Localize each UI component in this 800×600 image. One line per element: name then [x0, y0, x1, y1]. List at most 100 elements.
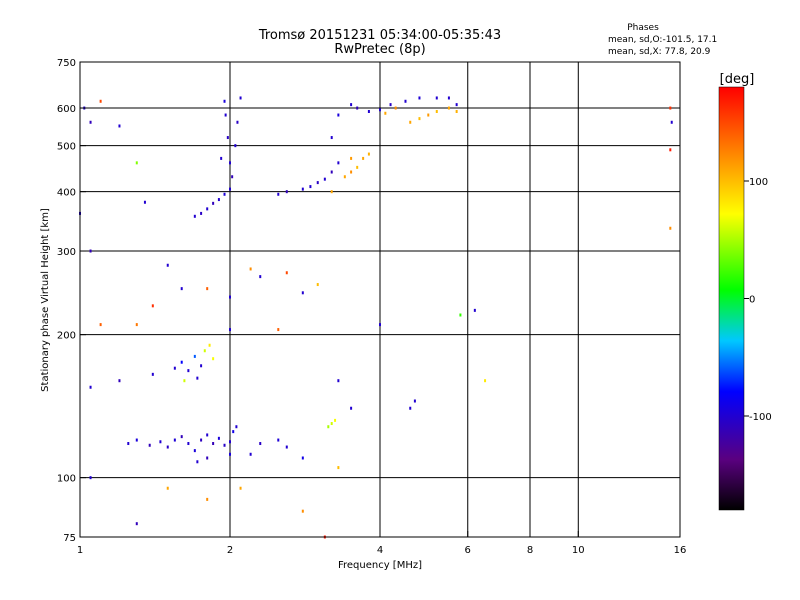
data-point	[334, 418, 337, 422]
data-point	[135, 438, 138, 442]
plot-grid	[80, 62, 680, 537]
data-point	[435, 96, 438, 100]
data-point	[135, 323, 138, 327]
y-tick-label: 100	[57, 474, 76, 485]
data-point	[180, 435, 183, 439]
data-point	[89, 476, 92, 480]
data-point	[166, 445, 169, 449]
colorbar-tick-label: 100	[749, 177, 768, 188]
x-tick-label: 4	[377, 545, 383, 556]
data-point	[337, 466, 340, 470]
data-point	[277, 192, 280, 196]
data-point	[301, 456, 304, 460]
x-tick-label: 8	[527, 545, 533, 556]
data-point	[206, 433, 209, 437]
data-point	[180, 360, 183, 364]
colorbar-label: [deg]	[720, 72, 755, 87]
data-point	[389, 103, 392, 107]
data-point	[350, 170, 353, 174]
data-point	[206, 287, 209, 291]
data-point	[206, 207, 209, 211]
data-point	[249, 267, 252, 271]
data-point	[670, 120, 673, 124]
data-point	[200, 438, 203, 442]
data-point	[229, 440, 231, 444]
colorbar-tick-label: 0	[749, 295, 755, 306]
data-point	[379, 323, 381, 327]
data-point	[330, 170, 333, 174]
data-point	[367, 109, 370, 113]
data-point	[484, 379, 487, 383]
data-point	[337, 379, 340, 383]
y-tick-label: 75	[63, 533, 76, 544]
data-point	[239, 486, 242, 490]
data-point	[669, 226, 672, 230]
data-point	[196, 376, 199, 380]
y-tick-label: 300	[57, 247, 76, 258]
data-point	[220, 156, 223, 160]
data-point	[193, 354, 196, 358]
data-point	[143, 200, 146, 204]
data-point	[118, 124, 121, 128]
data-point	[236, 120, 239, 124]
data-point	[229, 452, 231, 456]
data-point	[459, 313, 462, 317]
data-point	[277, 328, 280, 332]
data-point	[232, 430, 235, 434]
data-point	[118, 379, 121, 383]
data-point	[350, 156, 353, 160]
data-point	[229, 187, 231, 191]
data-point	[413, 399, 416, 403]
data-point	[231, 175, 234, 179]
data-point	[226, 136, 229, 140]
y-tick-label: 400	[57, 188, 76, 199]
data-point	[193, 214, 196, 218]
x-tick-label: 16	[674, 545, 687, 556]
data-point	[187, 369, 190, 373]
data-point	[193, 449, 196, 453]
data-point	[356, 106, 359, 110]
data-point	[208, 343, 211, 347]
data-point	[455, 109, 458, 113]
data-point	[212, 442, 215, 446]
data-point	[337, 113, 340, 117]
data-point	[404, 99, 407, 103]
y-tick-label: 200	[57, 331, 76, 342]
data-point	[206, 497, 209, 501]
data-point	[473, 308, 476, 312]
data-point	[206, 456, 209, 460]
data-point	[223, 99, 226, 103]
data-point	[249, 452, 252, 456]
data-point	[301, 187, 304, 191]
data-point	[148, 443, 151, 447]
y-tick-label: 600	[57, 104, 76, 115]
y-tick-label: 750	[57, 58, 76, 69]
info-line-x: mean, sd,X: 77.8, 20.9	[608, 47, 711, 57]
data-point	[173, 438, 176, 442]
data-point	[203, 349, 206, 353]
data-point	[316, 181, 319, 185]
data-point	[229, 328, 231, 332]
data-point	[217, 436, 220, 440]
data-point	[224, 113, 227, 117]
data-point	[166, 486, 169, 490]
data-point	[200, 211, 203, 215]
data-point	[239, 96, 242, 100]
data-point	[99, 99, 102, 103]
x-axis-label: Frequency [MHz]	[338, 560, 422, 571]
data-point	[350, 103, 353, 107]
data-point	[337, 161, 340, 165]
data-point	[367, 152, 370, 156]
data-point	[259, 275, 262, 279]
info-line-o: mean, sd,O:-101.5, 17.1	[608, 35, 717, 45]
data-point	[151, 372, 154, 376]
data-point	[89, 249, 92, 253]
data-point	[89, 385, 92, 389]
colorbar-tick-label: -100	[749, 412, 772, 423]
data-point	[285, 271, 288, 275]
x-axis: 1 2 4 6 8 10 16	[77, 531, 687, 556]
data-point	[301, 509, 304, 513]
colorbar-ticks: 100 0 -100	[744, 177, 772, 423]
data-point	[394, 106, 397, 110]
